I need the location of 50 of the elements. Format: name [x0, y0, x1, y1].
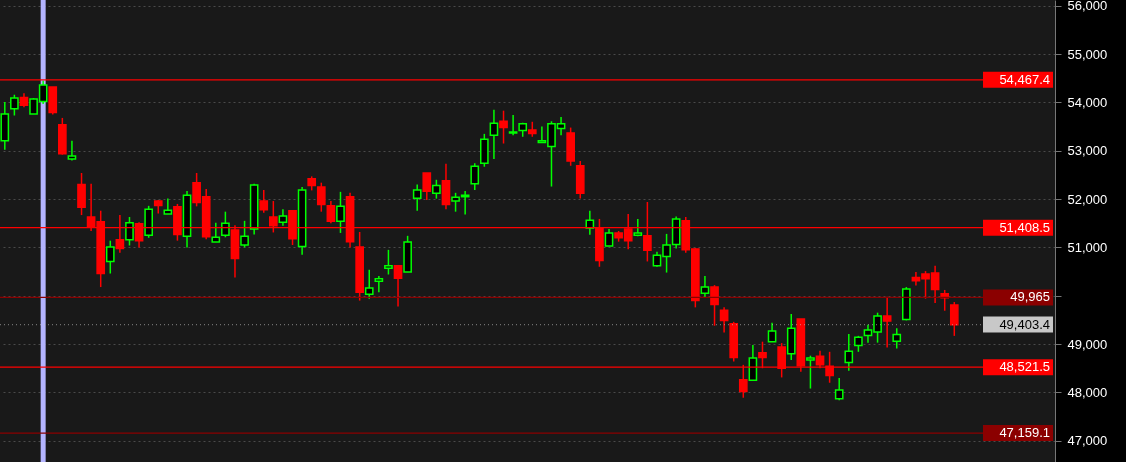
candlestick — [384, 249, 393, 276]
ref-line-label: 49,965 — [1010, 289, 1050, 305]
candlestick — [710, 284, 719, 327]
candlestick — [508, 114, 518, 137]
candlestick — [316, 181, 326, 213]
candlestick — [221, 210, 230, 239]
candlestick — [499, 109, 508, 145]
candlestick — [489, 108, 499, 160]
ref-line-label: 49,403.4 — [999, 316, 1050, 332]
candlestick — [105, 239, 115, 275]
y-tick-label: 55,000 — [1067, 46, 1108, 62]
candlestick — [326, 200, 336, 225]
candlestick — [393, 265, 403, 308]
candlestick — [125, 216, 134, 247]
candlestick — [432, 179, 441, 200]
candlestick — [259, 189, 269, 214]
candlestick — [700, 275, 710, 299]
candlestick — [10, 93, 19, 117]
y-tick-label: 47,000 — [1067, 433, 1108, 449]
candlestick — [806, 354, 815, 390]
candlestick — [374, 275, 384, 294]
candlestick — [422, 172, 432, 201]
candlestick — [834, 377, 844, 401]
candlestick — [633, 218, 643, 238]
candlestick — [211, 222, 221, 243]
y-tick-label: 48,000 — [1067, 384, 1108, 400]
y-tick-label: 53,000 — [1067, 143, 1108, 159]
candlestick — [585, 209, 595, 236]
ref-line-label: 48,521.5 — [999, 359, 1050, 375]
y-tick-label: 49,000 — [1067, 336, 1108, 352]
candlestick — [77, 172, 86, 216]
y-tick-label: 52,000 — [1067, 191, 1108, 207]
candlestick — [364, 268, 374, 300]
candlestick — [882, 295, 892, 349]
y-tick-label: 51,000 — [1067, 239, 1108, 255]
ref-line-label: 47,159.1 — [999, 425, 1050, 441]
candlestick — [336, 191, 345, 234]
ref-line-label: 54,467.4 — [999, 71, 1050, 87]
candlestick — [892, 327, 902, 350]
candlestick — [240, 220, 249, 249]
candlestick — [767, 322, 777, 343]
candlestick — [412, 183, 422, 212]
candlestick — [949, 301, 959, 337]
y-tick-label: 54,000 — [1067, 94, 1108, 110]
candlestick — [470, 162, 480, 191]
ref-line-label: 51,408.5 — [999, 219, 1050, 235]
candlestick — [844, 333, 854, 372]
candlestick — [748, 344, 758, 382]
candlestick — [441, 163, 451, 210]
y-tick-label: 56,000 — [1067, 0, 1108, 14]
